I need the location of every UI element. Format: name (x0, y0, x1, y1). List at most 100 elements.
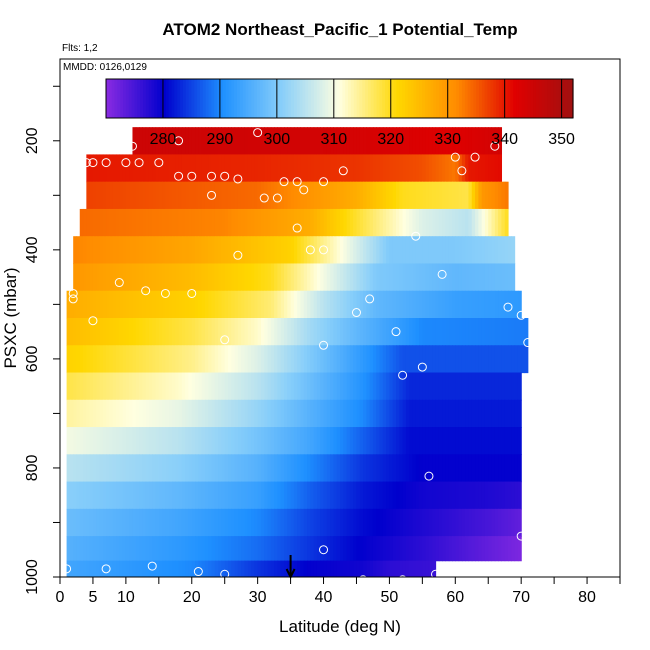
heatmap-cell (162, 154, 167, 183)
colorbar-segment (174, 79, 178, 118)
heatmap-cell (129, 345, 134, 374)
heatmap-cell (102, 399, 107, 428)
heatmap-cell (274, 560, 279, 577)
heatmap-cell (119, 263, 124, 292)
heatmap-cell (145, 290, 150, 319)
heatmap-cell (343, 454, 348, 483)
heatmap-cell (135, 427, 140, 455)
heatmap-cell (228, 454, 232, 483)
heatmap-cell (122, 318, 127, 346)
heatmap-cell (471, 372, 476, 401)
heatmap-cell (471, 208, 476, 237)
heatmap-cell (488, 236, 493, 265)
heatmap-cell (508, 236, 512, 265)
heatmap-cell (102, 290, 107, 319)
heatmap-cell (132, 427, 137, 455)
heatmap-cell (475, 536, 479, 562)
observation-point (207, 171, 217, 181)
heatmap-cell (264, 154, 269, 183)
heatmap-cell (208, 154, 213, 183)
heatmap-cell (517, 372, 522, 401)
heatmap-cell (359, 481, 364, 510)
heatmap-cell (241, 263, 246, 292)
heatmap-cell (438, 208, 443, 237)
colorbar-segment (339, 79, 343, 118)
heatmap-cell (389, 454, 394, 483)
heatmap-cell (366, 263, 371, 292)
heatmap-cell (277, 236, 282, 265)
heatmap-cell (122, 345, 127, 374)
heatmap-cell (139, 181, 143, 210)
heatmap-cell (125, 454, 130, 483)
heatmap-cell (211, 399, 216, 428)
observation-point (391, 327, 401, 337)
heatmap-cell (277, 508, 282, 537)
heatmap-cell (326, 345, 331, 374)
heatmap-cell (116, 345, 120, 374)
heatmap-cell (89, 345, 94, 374)
heatmap-cell (399, 127, 404, 156)
heatmap-cell (188, 345, 193, 374)
colorbar-segment (199, 79, 204, 118)
heatmap-cell (116, 481, 120, 510)
heatmap-cell (99, 399, 104, 428)
heatmap-cell (419, 536, 423, 562)
heatmap-cell (221, 318, 226, 346)
heatmap-cell (148, 290, 153, 319)
heatmap-cell (135, 345, 140, 374)
heatmap-cell (359, 318, 364, 346)
heatmap-cell (116, 372, 120, 401)
heatmap-cell (376, 560, 381, 577)
heatmap-cell (204, 290, 209, 319)
heatmap-cell (254, 290, 259, 319)
heatmap-cell (208, 372, 213, 401)
heatmap-cell (326, 290, 331, 319)
observation-point (101, 564, 111, 574)
heatmap-cell (293, 290, 298, 319)
heatmap-cell (435, 427, 440, 455)
heatmap-cell (389, 481, 394, 510)
heatmap-cell (79, 236, 84, 265)
heatmap-cell (270, 560, 275, 577)
heatmap-cell (165, 536, 170, 562)
heatmap-cell (353, 508, 358, 537)
heatmap-cell (106, 236, 111, 265)
heatmap-cell (494, 536, 499, 562)
heatmap-cell (86, 181, 91, 210)
heatmap-cell (244, 481, 249, 510)
heatmap-cell (419, 263, 423, 292)
heatmap-cell (508, 290, 512, 319)
colorbar-segment (217, 79, 221, 118)
heatmap-cell (208, 508, 213, 537)
heatmap-cell (142, 399, 147, 428)
heatmap-cell (353, 181, 358, 210)
heatmap-cell (129, 263, 134, 292)
heatmap-cell (198, 399, 203, 428)
heatmap-cell (155, 127, 160, 156)
heatmap-cell (106, 345, 111, 374)
heatmap-cell (415, 454, 420, 483)
heatmap-cell (399, 399, 404, 428)
colorbar-segment (342, 79, 346, 118)
heatmap-cell (514, 427, 519, 455)
heatmap-cell (234, 536, 239, 562)
heatmap-cell (452, 508, 456, 537)
heatmap-cell (508, 454, 512, 483)
heatmap-cell (402, 536, 407, 562)
heatmap-cell (376, 372, 381, 401)
heatmap-cell (432, 263, 437, 292)
heatmap-cell (195, 454, 199, 483)
heatmap-cell (346, 560, 351, 577)
heatmap-cell (316, 345, 321, 374)
heatmap-cell (158, 127, 163, 156)
heatmap-cell (475, 127, 479, 156)
heatmap-cell (504, 263, 509, 292)
heatmap-cell (455, 154, 460, 183)
heatmap-cell (165, 208, 170, 237)
heatmap-cell (195, 181, 199, 210)
heatmap-cell (109, 236, 114, 265)
heatmap-cell (152, 536, 157, 562)
colorbar-segment (518, 79, 523, 118)
heatmap-cell (372, 208, 377, 237)
heatmap-cell (122, 208, 127, 237)
